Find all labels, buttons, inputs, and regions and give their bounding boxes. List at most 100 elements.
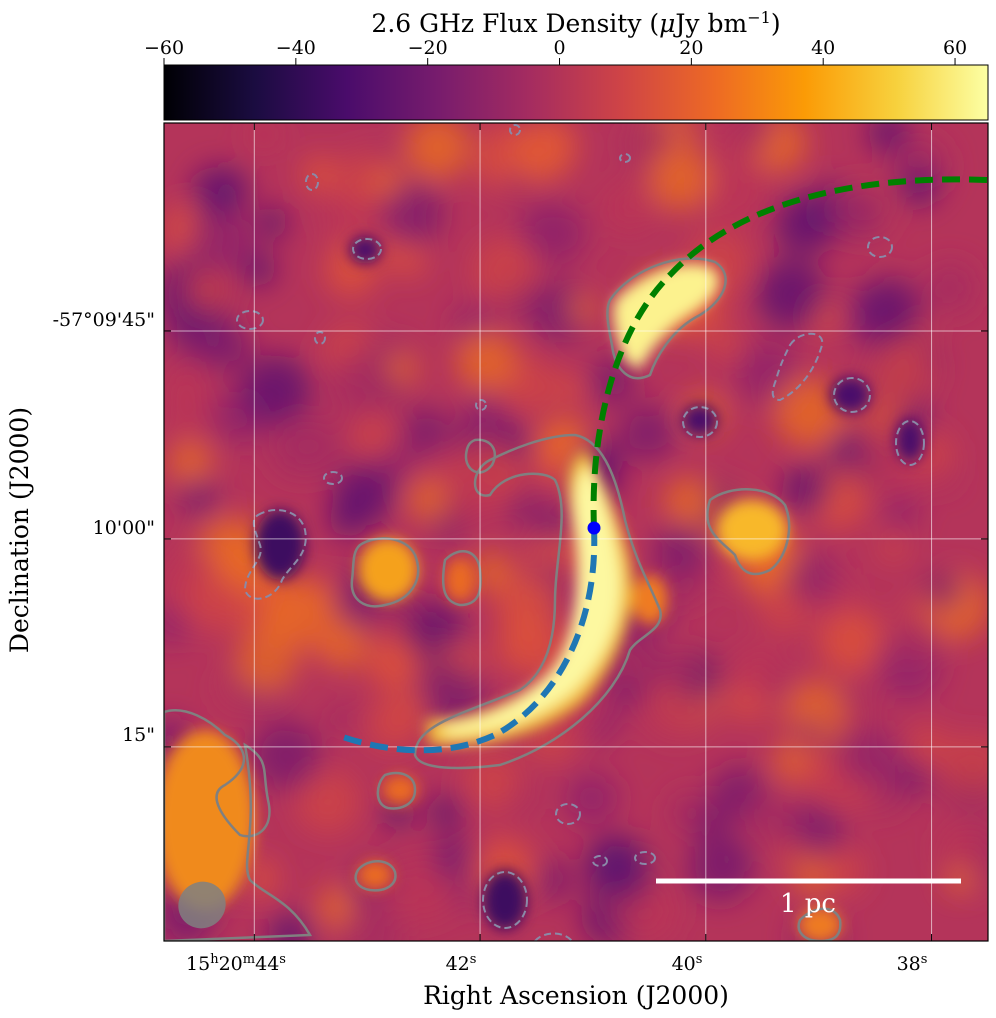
positive-contour: [350, 537, 420, 608]
noise-blob: [379, 190, 424, 235]
colorbar-label: 2.6 GHz Flux Density (μJy bm−1): [371, 8, 780, 39]
noise-blob: [907, 725, 950, 768]
noise-blob: [784, 551, 838, 605]
noise-blob: [240, 355, 312, 426]
arc-center-point: [587, 521, 601, 535]
noise-blob: [616, 647, 649, 679]
noise-blob: [663, 476, 714, 527]
y-tick-label: 15": [122, 724, 155, 746]
noise-blob: [818, 608, 884, 674]
noise-blob: [496, 574, 559, 637]
central-arc-core: [442, 465, 621, 735]
eastern-blob-emission: [717, 500, 787, 560]
dark-hole-6: [896, 418, 924, 462]
noise-blob: [834, 187, 887, 239]
noise-blob: [539, 510, 570, 541]
colorbar-gradient: [163, 64, 989, 121]
noise-blob: [445, 474, 495, 525]
x-tick-labels: 15h20m44s 42s 40s 38s: [186, 952, 927, 976]
noise-blob: [373, 168, 403, 198]
small-knot-4: [357, 860, 393, 890]
noise-blob: [234, 631, 298, 695]
negative-contour: [634, 851, 656, 865]
noise-blob: [200, 322, 251, 373]
noise-blob: [774, 193, 836, 255]
colorbar: −60 −40 −20 0 20 40 60 2.6 GHz Flux Density (μ…: [144, 8, 989, 121]
noise-blob: [710, 328, 745, 363]
noise-blob: [267, 912, 314, 941]
noise-blob: [265, 579, 336, 649]
colorbar-tick-label: 0: [553, 37, 565, 59]
small-knot-3: [382, 775, 418, 805]
noise-blob: [941, 736, 988, 799]
x-tick-label: 40s: [672, 952, 703, 976]
noise-blob: [777, 838, 806, 867]
negative-contour: [482, 871, 528, 929]
colorbar-tick-label: −20: [408, 37, 448, 59]
positive-contour: [164, 709, 313, 941]
positive-contour: [413, 433, 662, 770]
dark-hole-2: [483, 870, 527, 930]
noise-blob: [663, 649, 703, 689]
noise-blob: [793, 751, 825, 782]
noise-blob: [300, 155, 339, 194]
x-tick-label: 38s: [897, 952, 928, 976]
noise-blob: [878, 532, 909, 562]
noise-blob: [164, 364, 207, 406]
positive-contour: [376, 771, 417, 810]
flux-map: 1 pc: [164, 123, 988, 941]
noise-blob: [731, 123, 774, 152]
noise-blob: [938, 824, 983, 869]
colorbar-tick-label: 60: [943, 37, 967, 59]
noise-blob: [870, 343, 933, 406]
noise-blob: [430, 834, 474, 879]
noise-blob: [700, 158, 770, 229]
noise-blob: [168, 440, 213, 486]
colorbar-ticks: −60 −40 −20 0 20 40 60: [144, 37, 967, 65]
noise-blob: [247, 123, 281, 151]
x-tick-label: 15h20m44s: [186, 952, 286, 976]
noise-blob: [717, 839, 750, 873]
negative-contour: [305, 173, 319, 191]
dark-hole-4: [682, 404, 718, 436]
noise-blob: [187, 207, 253, 272]
noise-blob: [755, 258, 827, 330]
noise-blob: [239, 859, 278, 898]
negative-contour: [833, 377, 871, 413]
noise-blob: [407, 477, 453, 523]
noise-blob: [323, 707, 352, 736]
noise-blob: [541, 417, 589, 465]
noise-blob: [318, 620, 368, 670]
noise-blob: [924, 262, 976, 314]
negative-contour: [682, 406, 718, 438]
noise-blob: [564, 770, 620, 826]
sw-corner-emission: [164, 730, 255, 910]
noise-blob: [339, 906, 402, 941]
noise-blob: [782, 465, 830, 513]
y-tick-label: -57°09'45": [53, 309, 155, 331]
western-blob-emission: [358, 538, 418, 602]
noise-blob: [882, 492, 920, 530]
negative-contour: [243, 509, 307, 600]
negative-contour: [867, 236, 893, 258]
green-arc-fit: [590, 176, 988, 529]
beam-ellipse: [178, 881, 226, 929]
negative-contour: [475, 399, 487, 411]
noise-blob: [486, 123, 520, 151]
noise-blob: [255, 205, 289, 240]
positive-contour: [797, 907, 842, 941]
noise-blob: [472, 237, 539, 304]
noise-blob: [619, 404, 677, 462]
noise-blob: [568, 294, 597, 323]
noise-blob: [841, 728, 901, 787]
noise-blob: [522, 123, 578, 173]
noise-blob: [460, 392, 508, 440]
noise-blob: [506, 492, 537, 522]
noise-blob: [652, 523, 711, 581]
noise-blob: [365, 697, 420, 752]
negative-contour: [509, 124, 521, 136]
grid: [164, 123, 988, 941]
colorbar-tick-label: 20: [679, 37, 703, 59]
noise-blob: [774, 376, 845, 448]
small-knot-1: [445, 558, 475, 602]
